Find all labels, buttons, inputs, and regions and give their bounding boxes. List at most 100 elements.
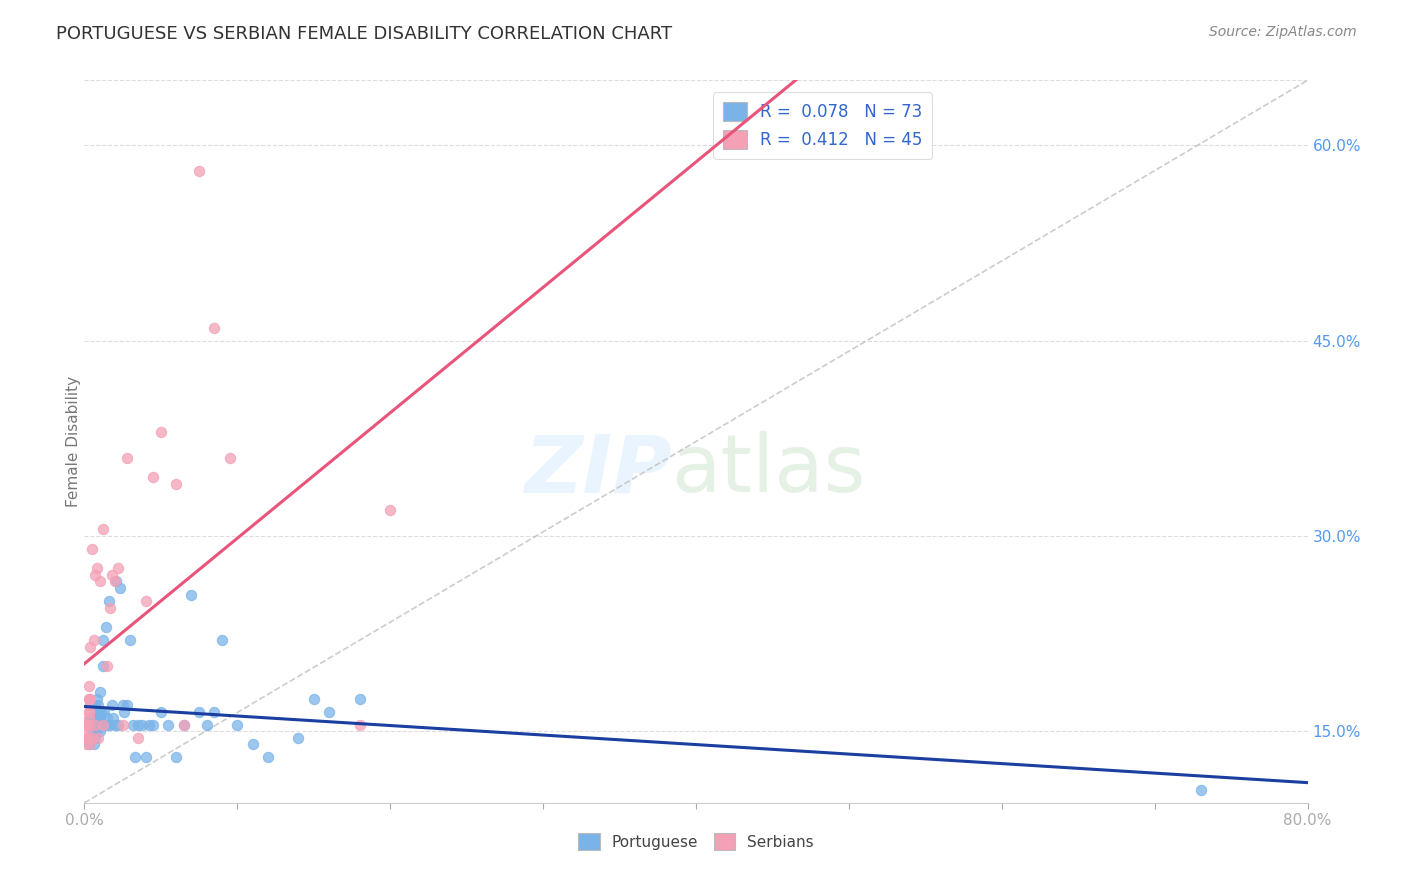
Point — [75, 717, 97, 731]
Point — [84, 568, 107, 582]
Point — [79, 711, 101, 725]
Point — [149, 705, 172, 719]
Point — [77, 737, 100, 751]
Point — [302, 691, 325, 706]
Point — [91, 523, 114, 537]
Point — [80, 717, 103, 731]
Y-axis label: Female Disability: Female Disability — [66, 376, 80, 508]
Point — [157, 717, 180, 731]
Point — [96, 659, 118, 673]
Point — [103, 711, 125, 725]
Text: Source: ZipAtlas.com: Source: ZipAtlas.com — [1209, 25, 1357, 39]
Point — [79, 698, 101, 713]
Point — [127, 717, 149, 731]
Point — [101, 568, 124, 582]
Point — [80, 541, 103, 556]
Point — [80, 731, 103, 745]
Point — [180, 587, 202, 601]
Point — [80, 724, 103, 739]
Point — [83, 737, 105, 751]
Point — [89, 685, 111, 699]
Point — [77, 711, 100, 725]
Point — [127, 731, 149, 745]
Point — [131, 717, 153, 731]
Point — [93, 705, 115, 719]
Point — [107, 717, 129, 731]
Point — [91, 717, 114, 731]
Point — [218, 450, 240, 465]
Point — [104, 717, 127, 731]
Point — [115, 450, 138, 465]
Point — [108, 581, 131, 595]
Point — [111, 698, 134, 713]
Point — [142, 717, 165, 731]
Point — [79, 737, 101, 751]
Point — [87, 698, 110, 713]
Point — [79, 691, 101, 706]
Point — [173, 717, 195, 731]
Point — [84, 711, 107, 725]
Point — [77, 717, 100, 731]
Point — [96, 717, 118, 731]
Point — [84, 717, 107, 731]
Point — [76, 731, 98, 745]
Point — [173, 717, 195, 731]
Point — [87, 731, 110, 745]
Point — [77, 705, 100, 719]
Point — [91, 659, 114, 673]
Point — [318, 705, 340, 719]
Point — [96, 711, 118, 725]
Point — [93, 717, 115, 731]
Point — [83, 698, 105, 713]
Point — [111, 717, 134, 731]
Point — [80, 731, 103, 745]
Point — [76, 731, 98, 745]
Point — [349, 717, 371, 731]
Point — [76, 717, 98, 731]
Point — [97, 594, 120, 608]
Point — [84, 698, 107, 713]
Legend: Portuguese, Serbians: Portuguese, Serbians — [572, 827, 820, 856]
Point — [135, 750, 157, 764]
Point — [90, 717, 112, 731]
Point — [202, 320, 225, 334]
Point — [105, 574, 128, 589]
Point — [98, 717, 121, 731]
Point — [242, 737, 264, 751]
Point — [188, 705, 211, 719]
Point — [77, 679, 100, 693]
Point — [76, 717, 98, 731]
Point — [83, 717, 105, 731]
Point — [89, 711, 111, 725]
Point — [188, 164, 211, 178]
Point — [112, 705, 135, 719]
Point — [287, 731, 309, 745]
Point — [124, 750, 146, 764]
Point — [90, 705, 112, 719]
Point — [80, 711, 103, 725]
Point — [80, 717, 103, 731]
Point — [86, 691, 108, 706]
Point — [1189, 782, 1212, 797]
Point — [226, 717, 249, 731]
Point — [98, 600, 121, 615]
Point — [84, 731, 107, 745]
Point — [83, 724, 105, 739]
Point — [104, 574, 127, 589]
Point — [77, 691, 100, 706]
Point — [380, 503, 402, 517]
Point — [211, 633, 233, 648]
Point — [122, 717, 145, 731]
Text: atlas: atlas — [672, 432, 866, 509]
Point — [94, 620, 117, 634]
Point — [84, 717, 107, 731]
Point — [86, 561, 108, 575]
Point — [87, 705, 110, 719]
Point — [115, 698, 138, 713]
Point — [107, 561, 129, 575]
Point — [89, 711, 111, 725]
Text: PORTUGUESE VS SERBIAN FEMALE DISABILITY CORRELATION CHART: PORTUGUESE VS SERBIAN FEMALE DISABILITY … — [56, 25, 672, 43]
Point — [138, 717, 160, 731]
Point — [75, 737, 97, 751]
Point — [86, 724, 108, 739]
